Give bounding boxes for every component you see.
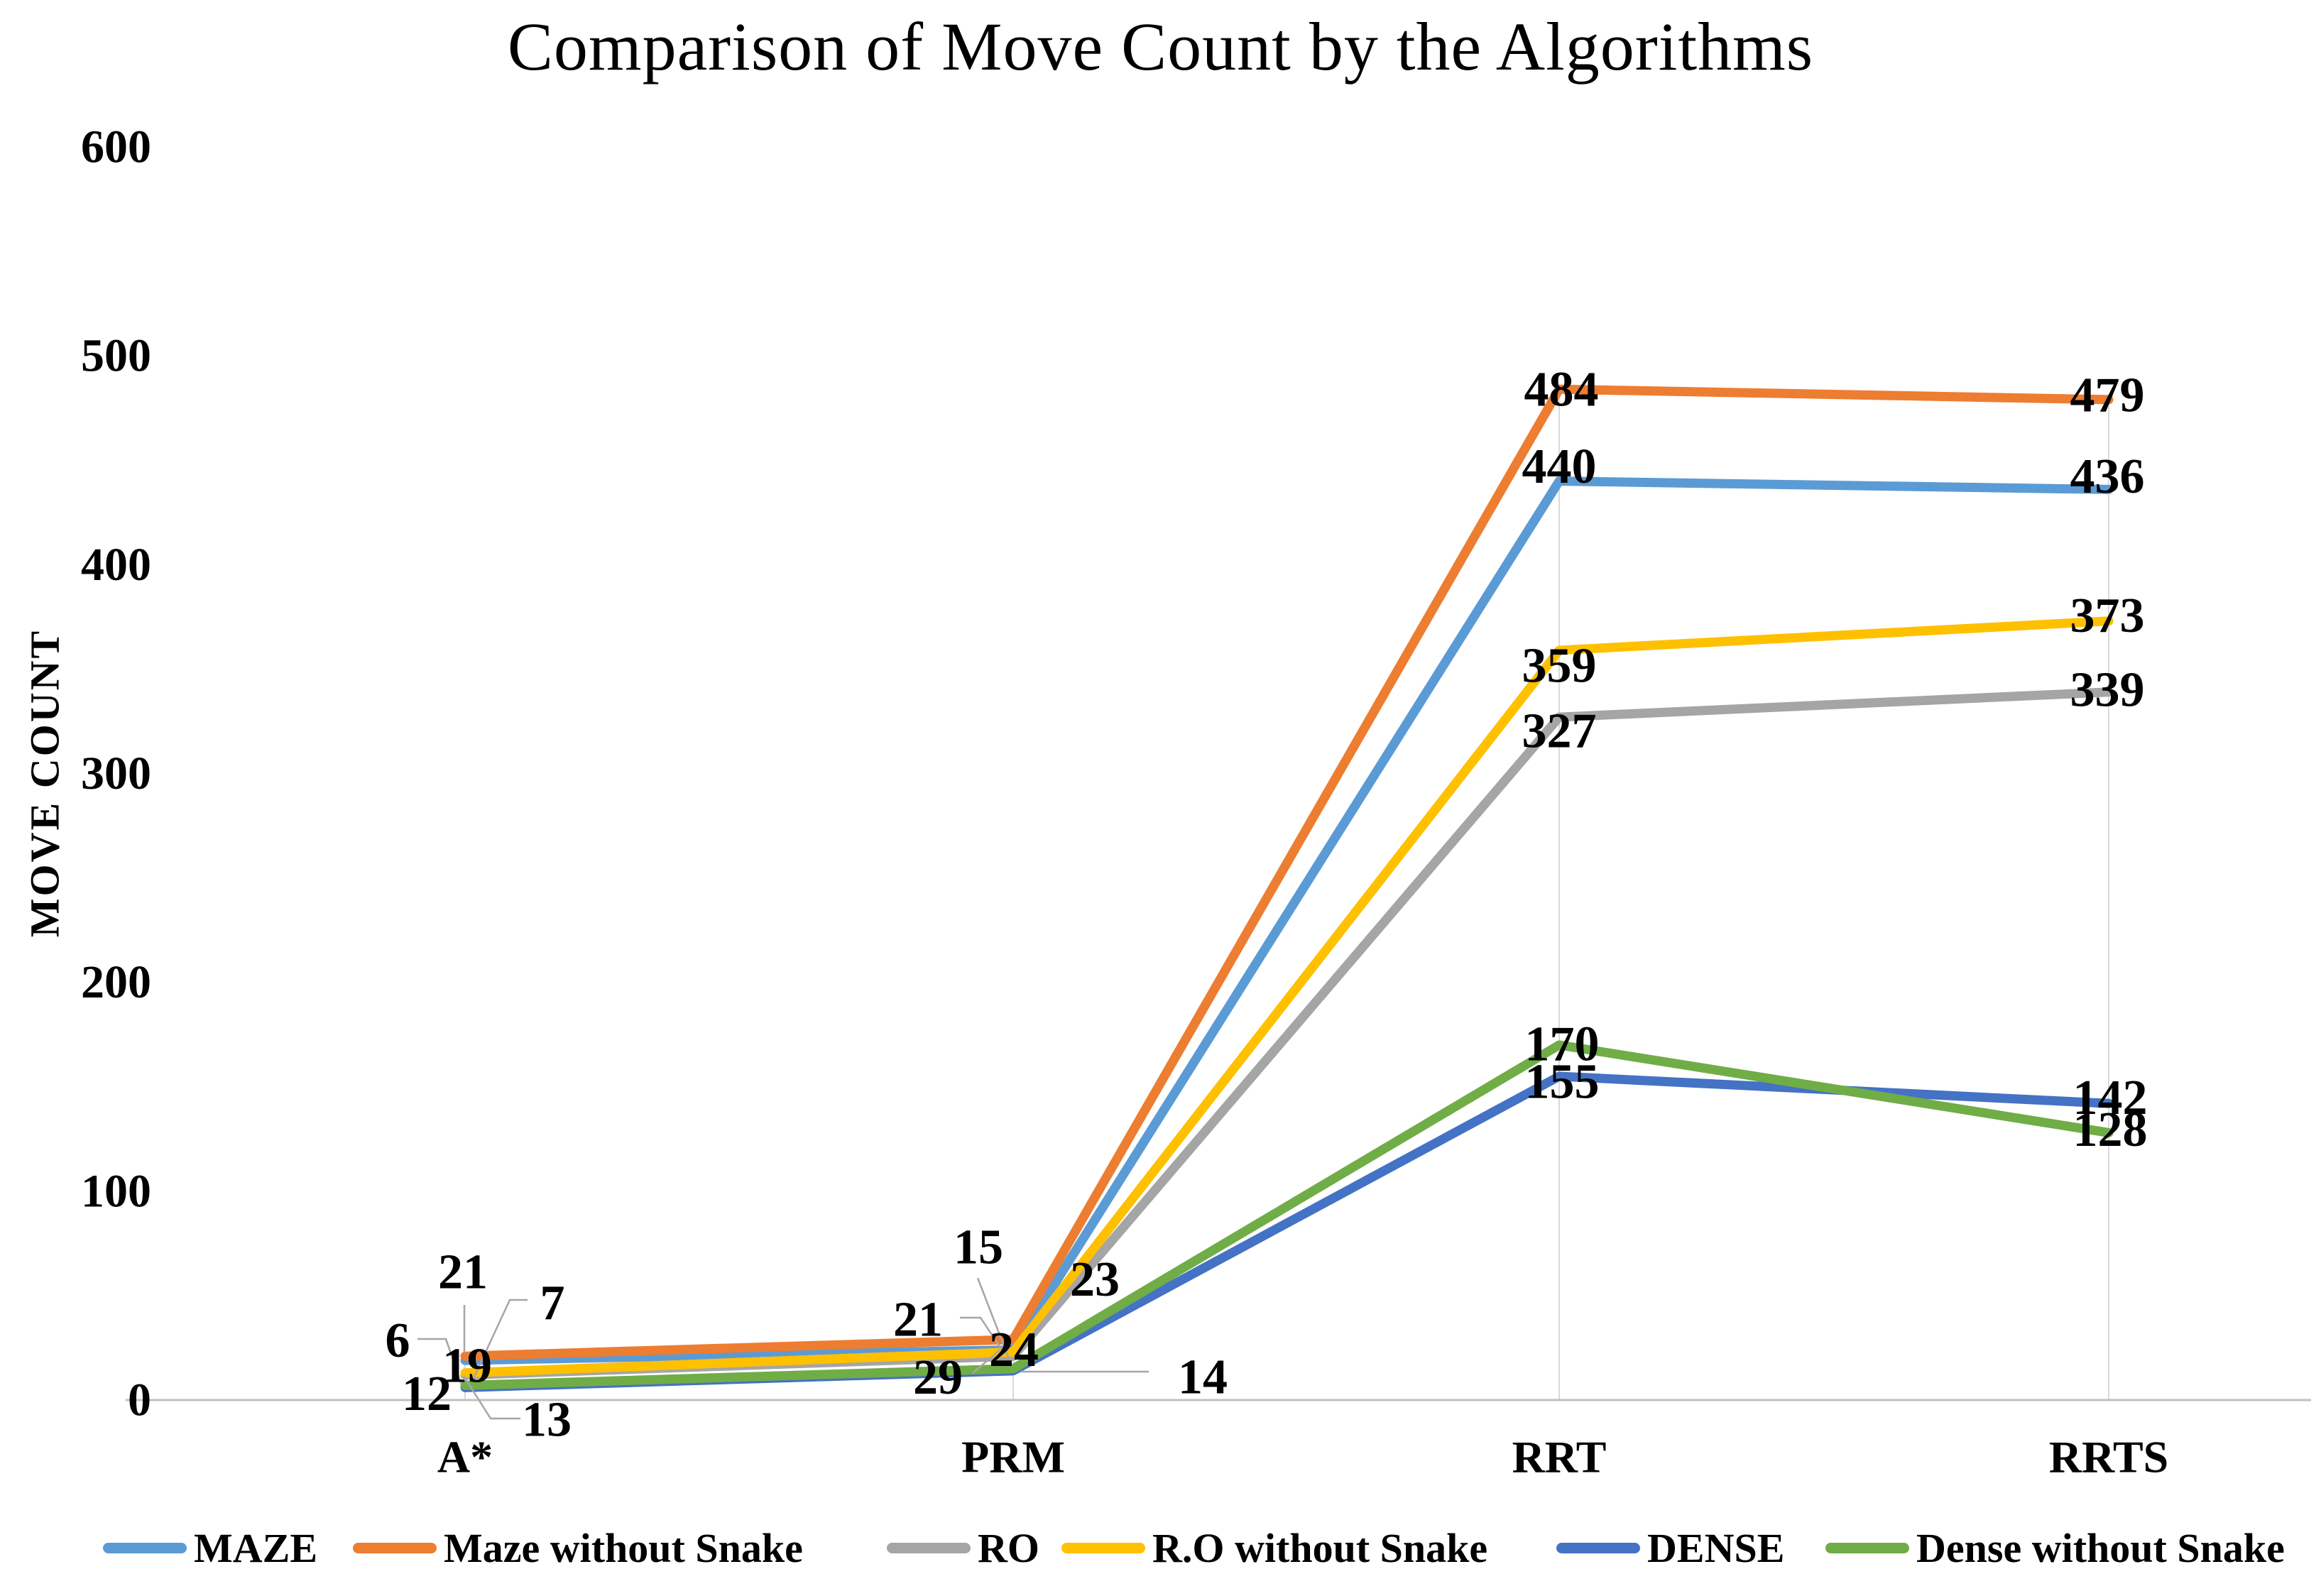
series-line-ro xyxy=(460,687,2114,1380)
label-leader-line xyxy=(976,1277,1013,1367)
x-category-label: PRM xyxy=(961,1432,1065,1482)
y-tick-label: 500 xyxy=(81,330,151,382)
data-label: 128 xyxy=(2073,1103,2148,1157)
data-label: 19 xyxy=(442,1339,492,1394)
data-label: 339 xyxy=(2070,662,2145,717)
data-label: 15 xyxy=(954,1220,1003,1274)
label-leader-line xyxy=(417,1338,463,1385)
data-label: 436 xyxy=(2070,449,2145,504)
x-category-label: RRTS xyxy=(2049,1432,2168,1482)
series-line-r-o-without-snake xyxy=(460,616,2114,1378)
y-tick-label: 300 xyxy=(81,748,151,799)
data-label: 440 xyxy=(1522,439,1597,494)
data-label: 23 xyxy=(1070,1252,1120,1307)
data-label: 142 xyxy=(2073,1071,2148,1125)
label-leader-line xyxy=(471,1299,528,1380)
data-label: 359 xyxy=(1522,638,1597,693)
y-tick-label: 400 xyxy=(81,539,151,591)
data-label: 155 xyxy=(1525,1055,1600,1110)
y-axis-title: MOVE COUNT xyxy=(22,629,68,937)
label-leader-line xyxy=(960,1316,1002,1348)
chart-title: Comparison of Move Count by the Algorith… xyxy=(507,9,1814,84)
label-leader-line xyxy=(462,1375,520,1420)
x-category-label: RRT xyxy=(1512,1432,1607,1482)
data-label: 373 xyxy=(2070,589,2145,643)
data-label: 12 xyxy=(402,1367,452,1421)
data-label: 21 xyxy=(893,1293,943,1348)
y-tick-label: 0 xyxy=(128,1374,151,1426)
data-label: 479 xyxy=(2070,368,2145,422)
data-label: 29 xyxy=(913,1350,963,1405)
label-leader-line xyxy=(1020,1287,1070,1350)
data-label: 14 xyxy=(1178,1350,1228,1404)
y-tick-label: 600 xyxy=(81,121,151,173)
data-label: 6 xyxy=(386,1313,410,1368)
data-label: 170 xyxy=(1525,1017,1600,1071)
series-line-dense xyxy=(460,1071,2114,1392)
data-label: 7 xyxy=(540,1276,565,1330)
data-label: 327 xyxy=(1522,704,1597,759)
series-line-maze-without-snake xyxy=(460,384,2114,1361)
series-line-dense-without-snake xyxy=(460,1040,2114,1390)
x-category-label: A* xyxy=(437,1432,493,1482)
label-leader-line xyxy=(972,1343,1007,1374)
y-tick-label: 100 xyxy=(81,1165,151,1217)
data-label: 13 xyxy=(522,1392,572,1447)
series-line-maze xyxy=(460,476,2114,1365)
data-label: 24 xyxy=(989,1323,1039,1377)
data-label: 21 xyxy=(438,1245,488,1300)
data-label: 484 xyxy=(1524,363,1599,417)
y-tick-label: 200 xyxy=(81,956,151,1008)
